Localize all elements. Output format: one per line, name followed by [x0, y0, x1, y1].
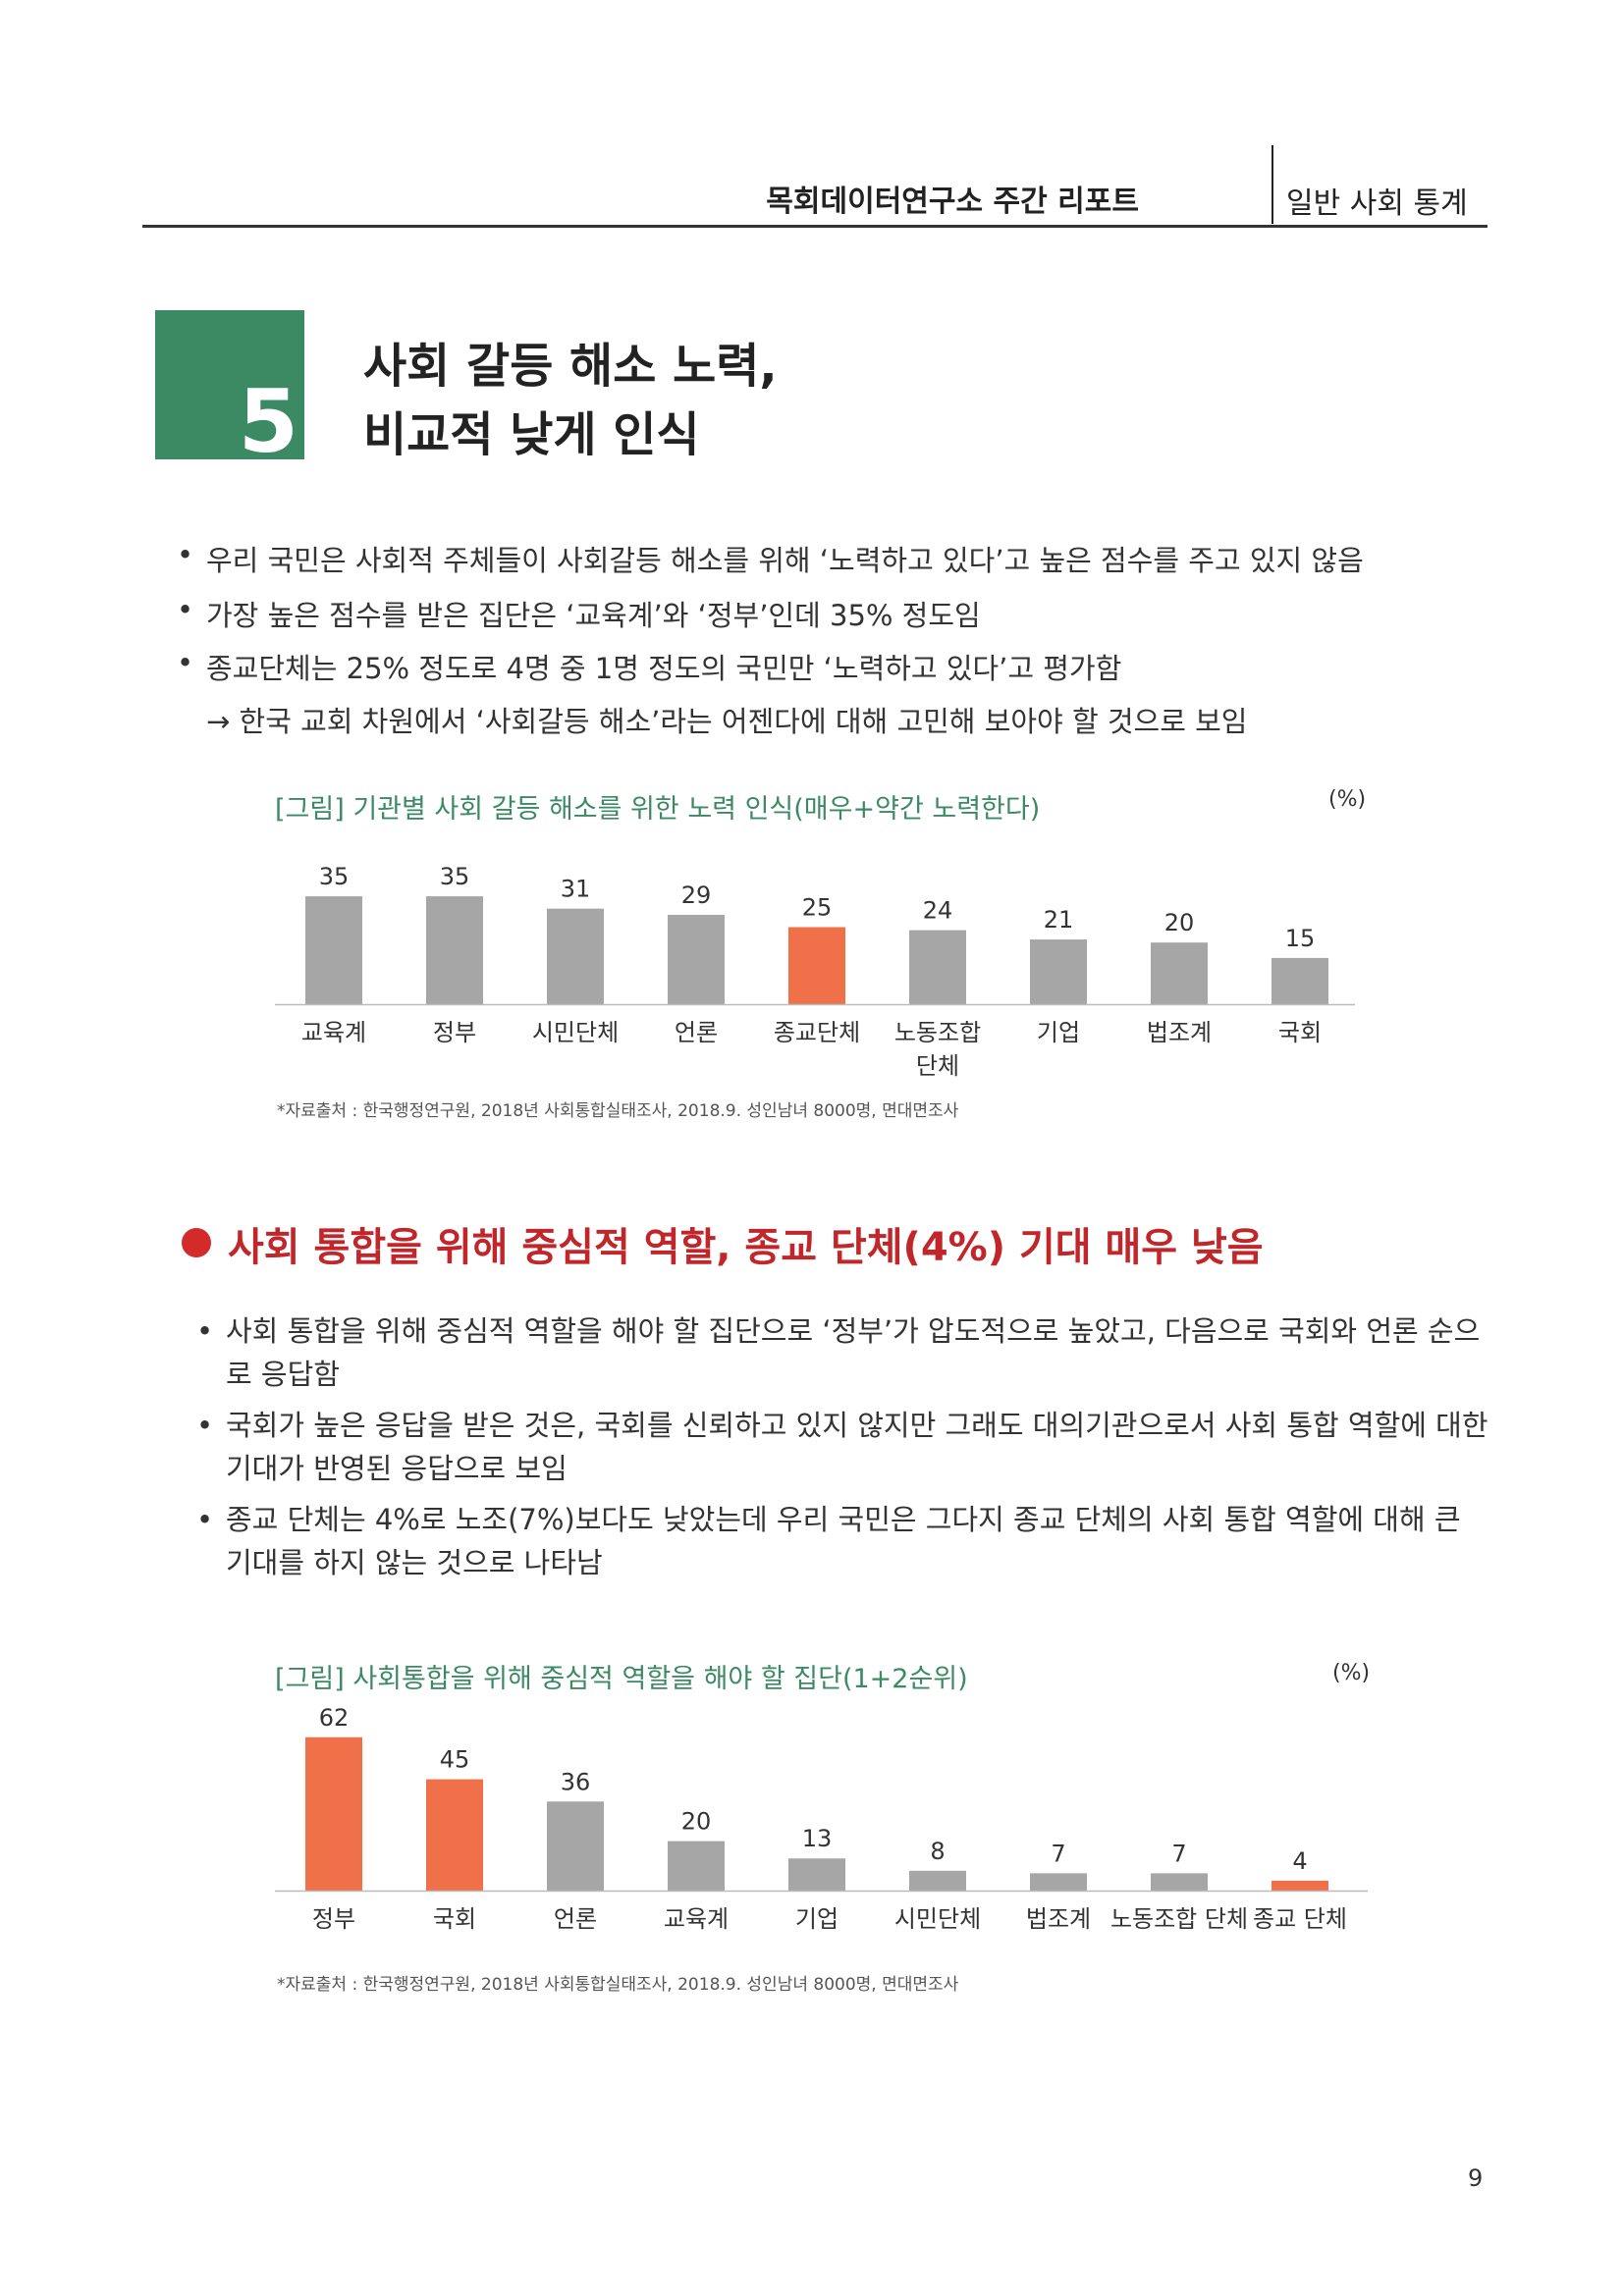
chart1-category-label: 교육계	[301, 1019, 366, 1046]
chart2-value-label: 7	[1051, 1840, 1065, 1867]
chart1-bar	[547, 908, 604, 1004]
chart1-bar	[1030, 939, 1087, 1004]
figure2-source: *자료출처 : 한국행정연구원, 2018년 사회통합실태조사, 2018.9.…	[277, 1975, 959, 1995]
chart1-category-label: 국회	[1278, 1019, 1322, 1046]
figure1-unit: (%)	[1328, 787, 1367, 812]
section-title-line2: 비교적 낮게 인식	[363, 407, 700, 462]
bullet-text: 종교단체는 25% 정도로 4명 중 1명 정도의 국민만 ‘노력하고 있다’고…	[206, 652, 1122, 685]
figure1-caption: [그림] 기관별 사회 갈등 해소를 위한 노력 인식(매우+약간 노력한다)	[275, 794, 1041, 825]
bullet-item: • 국회가 높은 응답을 받은 것은, 국회를 신뢰하고 있지 않지만 그래도 …	[196, 1404, 1488, 1490]
chart2-value-label: 8	[930, 1838, 945, 1865]
chart2-value-label: 7	[1171, 1840, 1186, 1867]
chart2-value-label: 20	[681, 1808, 712, 1836]
chart1-category-label: 시민단체	[532, 1019, 619, 1046]
chart2-bar	[305, 1736, 362, 1891]
chart1-value-label: 29	[681, 881, 712, 909]
bullet-text-line2: 기대를 하지 않는 것으로 나타남	[226, 1546, 603, 1579]
bullet-text: 가장 높은 점수를 받은 집단은 ‘교육계’와 ‘정부’인데 35% 정도임	[206, 599, 981, 632]
section-number: 5	[238, 371, 298, 472]
report-title: 목회데이터연구소 주간 리포트	[766, 185, 1139, 219]
chart2-bar	[547, 1801, 604, 1891]
chart1-value-label: 21	[1044, 906, 1074, 934]
chart1-category-label: 정부	[433, 1019, 476, 1046]
chart1-value-label: 35	[319, 863, 350, 890]
chart1-category-label: 법조계	[1147, 1019, 1212, 1046]
bullet-dot-icon: •	[196, 1409, 214, 1442]
chart1-value-label: 24	[923, 897, 953, 925]
chart1-value-label: 31	[561, 876, 591, 903]
chart2-value-label: 45	[440, 1746, 470, 1774]
section-number-box: 5	[155, 310, 304, 465]
section-title: 사회 갈등 해소 노력, 비교적 낮게 인식	[363, 332, 778, 469]
chart2-bar	[788, 1858, 845, 1891]
bullet-dot-icon: •	[177, 538, 194, 571]
chart1-category-label: 언론	[675, 1019, 718, 1046]
chart1-category-label: 기업	[1037, 1019, 1080, 1046]
chart2-value-label: 13	[802, 1825, 833, 1852]
page-number: 9	[1468, 2164, 1484, 2192]
chart2-category-label: 종교 단체	[1253, 1905, 1347, 1933]
chart1-bar	[788, 927, 845, 1004]
chart1-bar	[1271, 957, 1328, 1004]
chart2-category-label: 국회	[433, 1905, 476, 1933]
chart2-bar	[1030, 1873, 1087, 1891]
chart1-bar	[668, 914, 725, 1004]
chart1-value-label: 25	[802, 894, 833, 922]
bullet-item: • 종교 단체는 4%로 노조(7%)보다도 낮았는데 우리 국민은 그다지 종…	[196, 1498, 1461, 1584]
chart2-bar	[668, 1841, 725, 1891]
bullet-text-line1: 사회 통합을 위해 중심적 역할을 해야 할 집단으로 ‘정부’가 압도적으로 …	[226, 1314, 1481, 1348]
bullet-dot-icon: •	[196, 1503, 214, 1536]
chart2-value-label: 4	[1292, 1847, 1307, 1875]
chart2-plot: 62 정부 45 국회 36 언론 20 교육계 13 기업 8 시민단체 7 법조계 7 노동조합 단체 4 종…	[275, 1704, 1368, 1933]
bullet-text-line1: 종교 단체는 4%로 노조(7%)보다도 낮았는데 우리 국민은 그다지 종교 …	[226, 1503, 1461, 1536]
chart2-category-label: 정부	[312, 1905, 355, 1933]
figure2-unit: (%)	[1332, 1661, 1371, 1685]
chart2-category-label: 법조계	[1026, 1905, 1091, 1933]
report-category: 일반 사회 통계	[1286, 187, 1468, 221]
chart2-bar	[1151, 1873, 1208, 1891]
chart1-category-label: 단체	[916, 1052, 959, 1080]
chart2-bar	[1271, 1880, 1328, 1891]
bullet-dot-icon: •	[177, 593, 194, 626]
red-dot-icon	[182, 1228, 211, 1257]
bullet-item: • 종교단체는 25% 정도로 4명 중 1명 정도의 국민만 ‘노력하고 있다…	[177, 646, 1122, 687]
chart1-value-label: 35	[440, 863, 470, 890]
bullet-text-line2: 기대가 반영된 응답으로 보임	[226, 1452, 568, 1485]
bullet-text: 우리 국민은 사회적 주체들이 사회갈등 해소를 위해 ‘노력하고 있다’고 높…	[206, 544, 1364, 577]
chart1-bar	[305, 896, 362, 1004]
header-rule	[142, 225, 1488, 228]
bullet-dot-icon: •	[196, 1314, 214, 1348]
chart2-bar	[909, 1870, 966, 1891]
chart1-bar	[1151, 942, 1208, 1004]
bullet-text-line1: 국회가 높은 응답을 받은 것은, 국회를 신뢰하고 있지 않지만 그래도 대의…	[226, 1409, 1488, 1442]
arrow-note: → 한국 교회 차원에서 ‘사회갈등 해소’라는 어젠다에 대해 고민해 보아야…	[206, 705, 1248, 738]
chart1-bar	[426, 896, 483, 1004]
section-title-line1: 사회 갈등 해소 노력,	[363, 339, 778, 394]
bullet-item: • 우리 국민은 사회적 주체들이 사회갈등 해소를 위해 ‘노력하고 있다’고…	[177, 538, 1364, 579]
chart2-category-label: 기업	[795, 1905, 839, 1933]
chart2-category-label: 교육계	[664, 1905, 729, 1933]
bullet-dot-icon: •	[177, 646, 194, 679]
chart1-category-label: 노동조합	[894, 1019, 981, 1046]
chart1-value-label: 20	[1164, 909, 1195, 936]
chart2-value-label: 36	[561, 1768, 591, 1795]
bullet-item: • 사회 통합을 위해 중심적 역할을 해야 할 집단으로 ‘정부’가 압도적으…	[196, 1309, 1481, 1396]
chart1-value-label: 15	[1285, 925, 1316, 952]
chart2-value-label: 62	[319, 1704, 350, 1732]
chart2-category-label: 언론	[554, 1905, 597, 1933]
chart1-bar	[909, 930, 966, 1004]
chart1-category-label: 종교단체	[774, 1019, 860, 1046]
header-separator	[1271, 145, 1273, 224]
figure1-source: *자료출처 : 한국행정연구원, 2018년 사회통합실태조사, 2018.9.…	[277, 1101, 959, 1121]
figure2-caption: [그림] 사회통합을 위해 중심적 역할을 해야 할 집단(1+2순위)	[275, 1664, 968, 1694]
subsection-heading: 사회 통합을 위해 중심적 역할, 종교 단체(4%) 기대 매우 낮음	[228, 1225, 1264, 1270]
bullet-text-line2: 로 응답함	[226, 1358, 340, 1391]
chart2-category-label: 노동조합 단체	[1110, 1905, 1248, 1933]
chart2-bar	[426, 1779, 483, 1891]
chart2-category-label: 시민단체	[894, 1905, 981, 1933]
bullet-item: • 가장 높은 점수를 받은 집단은 ‘교육계’와 ‘정부’인데 35% 정도임	[177, 593, 981, 634]
